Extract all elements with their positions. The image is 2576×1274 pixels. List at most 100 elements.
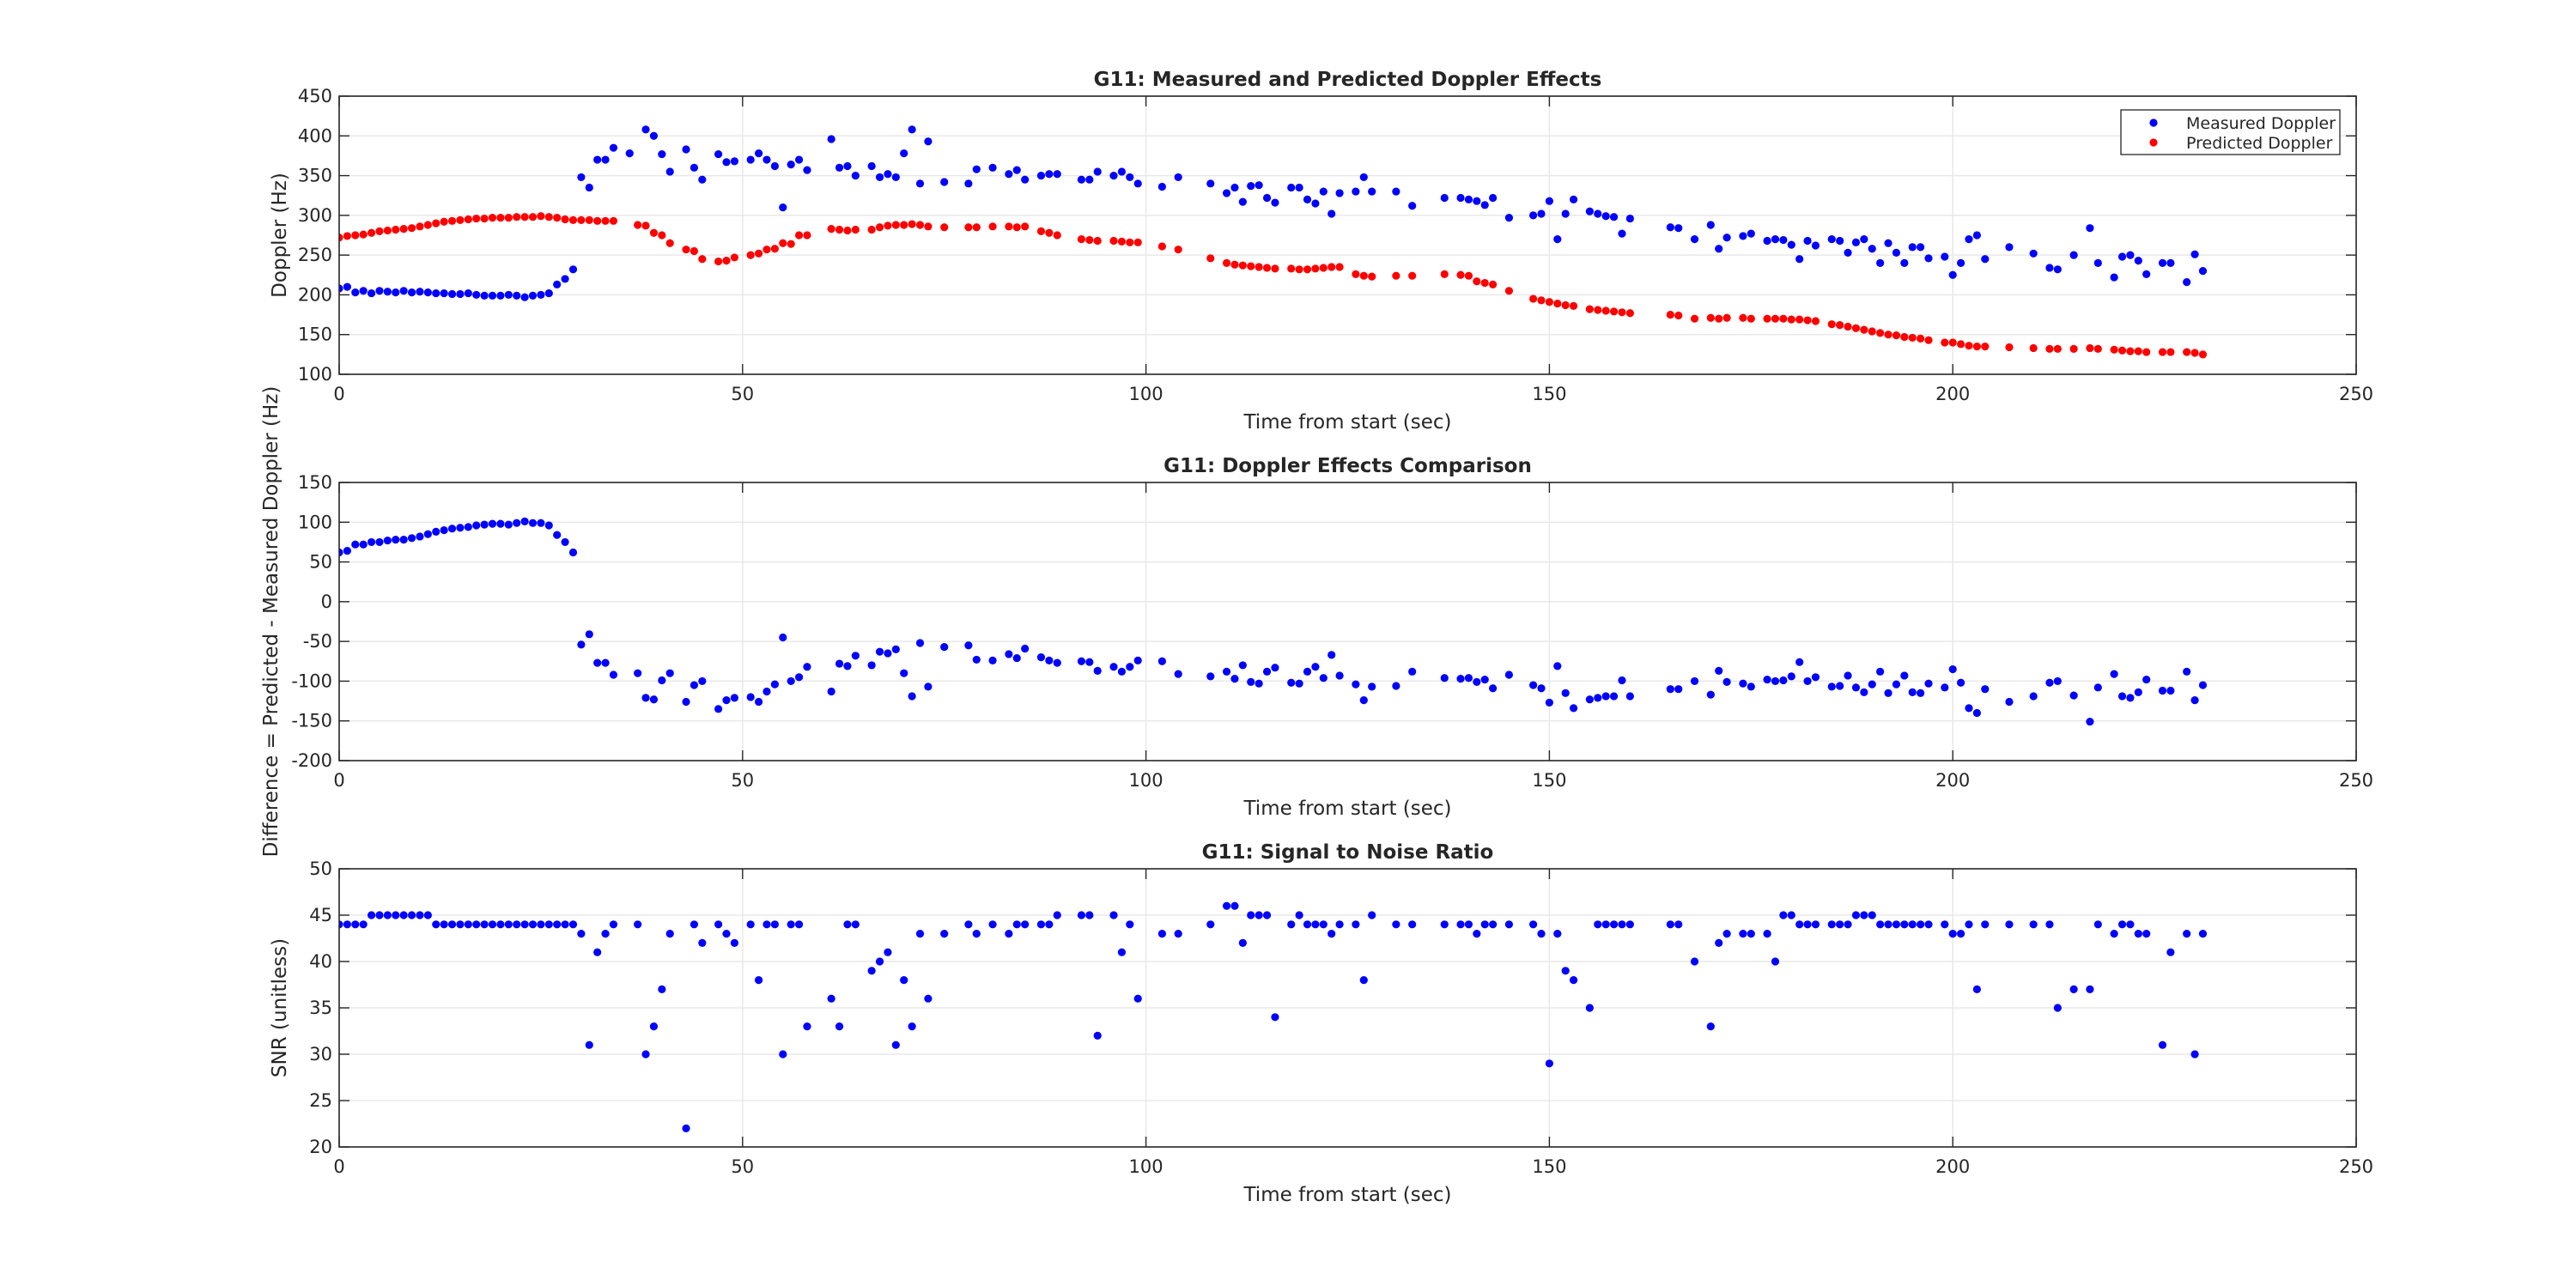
data-point — [351, 288, 360, 297]
data-point — [1085, 911, 1094, 919]
data-point — [1795, 920, 1804, 929]
data-point — [1271, 664, 1279, 672]
data-point — [851, 225, 860, 234]
data-point — [2134, 347, 2142, 355]
data-points — [339, 901, 2208, 1132]
data-point — [496, 291, 505, 300]
data-point — [1618, 229, 1626, 238]
data-point — [407, 911, 416, 919]
data-point — [601, 930, 610, 938]
y-tick-label: 35 — [309, 998, 332, 1018]
data-point — [2134, 257, 2142, 265]
data-point — [1206, 672, 1215, 681]
data-point — [730, 253, 739, 262]
data-point — [544, 521, 553, 530]
data-point — [746, 155, 755, 164]
x-axis-label: Time from start (sec) — [1242, 1184, 1451, 1206]
data-point — [351, 540, 360, 549]
data-point — [827, 135, 835, 143]
data-point — [1335, 920, 1344, 929]
data-point — [1851, 238, 1861, 246]
data-point — [1739, 679, 1747, 688]
data-point — [658, 149, 666, 159]
data-point — [1674, 920, 1683, 929]
data-point — [2190, 250, 2199, 258]
data-point — [803, 663, 811, 671]
data-point — [1763, 236, 1771, 246]
data-point — [1440, 193, 1449, 203]
data-point — [1295, 265, 1303, 274]
data-point — [1811, 920, 1820, 929]
data-point — [1787, 315, 1795, 324]
y-tick-label: 400 — [298, 125, 332, 146]
data-point — [884, 649, 892, 658]
data-point — [1093, 666, 1102, 675]
data-point — [1965, 920, 1973, 929]
y-tick-label: -150 — [291, 711, 332, 731]
data-point — [1601, 692, 1610, 701]
data-point — [1352, 270, 1360, 278]
data-point — [504, 520, 513, 529]
data-point — [2005, 243, 2014, 252]
data-point — [1359, 271, 1368, 280]
data-point — [1012, 920, 1021, 929]
data-point — [1480, 278, 1489, 288]
data-point — [456, 524, 465, 532]
data-point — [513, 519, 521, 527]
data-point — [2053, 265, 2062, 274]
data-point — [367, 537, 376, 547]
data-point — [1827, 920, 1836, 929]
data-point — [1722, 313, 1731, 322]
data-point — [835, 1022, 844, 1031]
data-point — [1480, 920, 1489, 929]
data-point — [1126, 238, 1134, 246]
data-point — [698, 676, 707, 686]
data-point — [1359, 173, 1368, 182]
data-point — [1133, 238, 1142, 246]
data-point — [2093, 344, 2102, 353]
data-point — [585, 1040, 593, 1049]
data-point — [1109, 663, 1118, 671]
y-tick-label: 200 — [298, 284, 332, 305]
data-point — [464, 288, 472, 298]
data-point — [851, 652, 860, 660]
data-point — [1948, 270, 1957, 279]
data-point — [2142, 348, 2151, 356]
data-point — [1763, 314, 1771, 323]
data-point — [2158, 348, 2167, 356]
data-point — [577, 640, 586, 649]
data-point — [1868, 245, 1876, 253]
data-point — [1053, 231, 1061, 240]
data-point — [827, 994, 835, 1003]
data-point — [1005, 170, 1013, 179]
data-point — [794, 673, 804, 682]
data-point — [472, 920, 481, 929]
data-point — [2086, 343, 2094, 353]
data-point — [1230, 901, 1239, 910]
y-tick-label: 250 — [298, 245, 332, 265]
data-point — [447, 920, 457, 929]
data-point — [1844, 920, 1852, 929]
data-point — [496, 519, 505, 528]
data-point — [2126, 251, 2135, 259]
data-point — [2086, 718, 2094, 726]
data-point — [1005, 222, 1013, 231]
data-point — [794, 920, 804, 929]
data-point — [1868, 680, 1876, 689]
y-tick-label: 100 — [298, 512, 332, 532]
data-point — [1690, 235, 1699, 244]
data-point — [2158, 1040, 2167, 1049]
data-point — [2069, 251, 2078, 259]
data-point — [762, 246, 771, 254]
data-point — [915, 639, 925, 647]
chart-title: G11: Measured and Predicted Doppler Effe… — [1094, 69, 1602, 91]
data-point — [1876, 258, 1885, 267]
data-point — [1553, 662, 1562, 670]
data-point — [682, 246, 690, 254]
data-point — [1537, 209, 1546, 218]
data-point — [359, 287, 368, 295]
data-point — [730, 157, 739, 166]
data-point — [561, 275, 569, 283]
data-point — [770, 245, 779, 253]
data-point — [2126, 920, 2135, 929]
